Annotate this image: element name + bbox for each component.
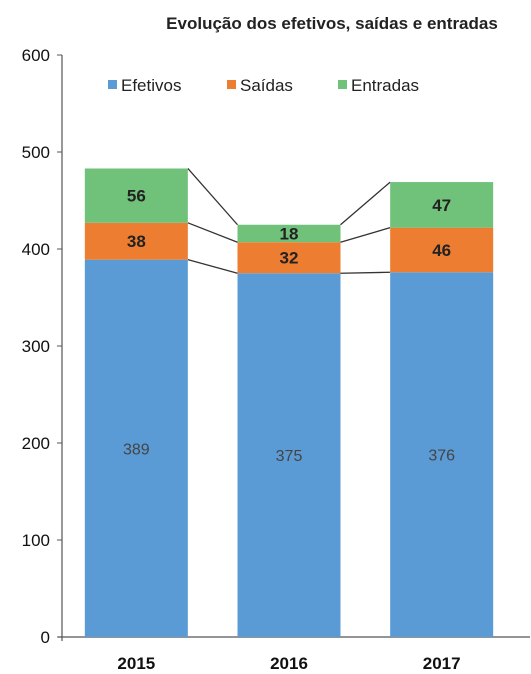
legend-label: Entradas [351, 76, 419, 95]
series-connector-line [187, 259, 238, 274]
data-label: 46 [432, 241, 451, 260]
data-label: 18 [280, 224, 299, 243]
y-tick-label: 400 [22, 240, 50, 259]
legend-swatch [108, 80, 117, 89]
legend-label: Efetivos [121, 76, 181, 95]
x-tick-label: 2015 [117, 654, 155, 673]
bar-efetivos-2015 [84, 259, 188, 637]
bar-efetivos-2016 [237, 273, 341, 637]
y-tick-label: 600 [22, 46, 50, 65]
series-connector-line [340, 227, 391, 243]
data-labels-group: 389 38 56 375 32 18 376 46 47 [123, 187, 455, 465]
legend-label: Saídas [240, 76, 293, 95]
series-connector-line [340, 271, 391, 274]
bars-group [84, 168, 494, 637]
bar-saidas-2017 [390, 227, 494, 273]
y-tick-label: 100 [22, 531, 50, 550]
legend-swatch [338, 80, 347, 89]
bar-entradas-2015 [84, 168, 188, 223]
bar-saidas-2015 [84, 222, 188, 260]
series-connector-line [340, 181, 391, 226]
series-connector-lines [187, 168, 391, 274]
x-tick-label: 2016 [270, 654, 308, 673]
bar-entradas-2016 [237, 224, 341, 243]
data-label: 32 [280, 249, 299, 268]
data-label: 376 [428, 448, 455, 465]
legend-swatch [227, 80, 236, 89]
series-connector-line [187, 222, 238, 243]
chart-legend: Efetivos Saídas Entradas [108, 76, 419, 95]
y-tick-label: 0 [41, 628, 50, 647]
data-label: 47 [432, 196, 451, 215]
data-label: 389 [123, 441, 150, 458]
chart-axes: 0 100 200 300 400 500 600 2015 2016 2017 [22, 46, 530, 673]
series-connector-line [187, 168, 238, 226]
data-label: 56 [127, 187, 146, 206]
x-tick-label: 2017 [423, 654, 461, 673]
bar-entradas-2017 [390, 182, 494, 228]
y-tick-label: 500 [22, 143, 50, 162]
bar-efetivos-2017 [390, 272, 494, 637]
data-label: 38 [127, 232, 146, 251]
chart-title: Evolução dos efetivos, saídas e entradas [166, 14, 498, 33]
y-tick-label: 200 [22, 434, 50, 453]
y-tick-label: 300 [22, 337, 50, 356]
bar-saidas-2016 [237, 242, 341, 274]
data-label: 375 [276, 448, 303, 465]
